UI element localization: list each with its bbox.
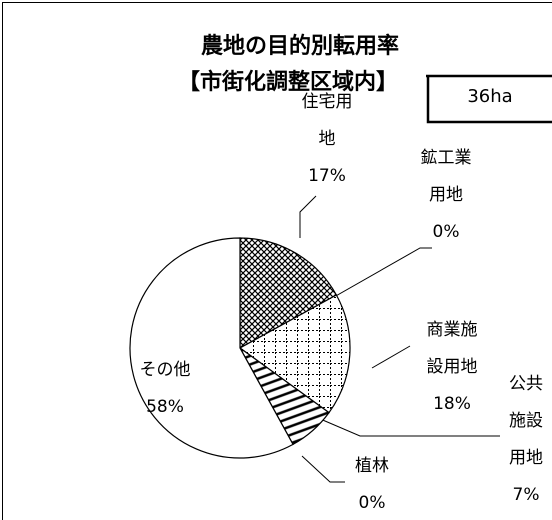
slice-label: 商業施設用地 18% bbox=[424, 312, 480, 423]
value-label: 58% bbox=[146, 397, 184, 417]
chart-subtitle: 【市街化調整区域内】 bbox=[177, 70, 399, 95]
slice-label: 植林 0% bbox=[352, 448, 392, 520]
annotation-box bbox=[426, 74, 552, 124]
slice-label: 公共施設用地 7% bbox=[506, 366, 546, 514]
category-label: 商業施設用地 bbox=[426, 320, 478, 377]
category-label: 公共施設用地 bbox=[509, 374, 543, 468]
value-label: 7% bbox=[512, 485, 540, 505]
category-label: その他 bbox=[139, 360, 191, 380]
value-label: 18% bbox=[433, 394, 471, 414]
slice-label: 住宅用地 17% bbox=[299, 84, 355, 195]
category-label: 植林 bbox=[355, 456, 389, 476]
pie-slice bbox=[239, 237, 338, 350]
value-label: 0% bbox=[358, 493, 386, 513]
pie-slice bbox=[129, 237, 294, 459]
slice-label: 鉱工業用地 0% bbox=[418, 140, 474, 251]
chart-title: 農地の目的別転用率 bbox=[200, 34, 400, 59]
pie-slice bbox=[238, 294, 351, 414]
slice-label: その他 58% bbox=[137, 352, 193, 426]
value-label: 17% bbox=[308, 166, 346, 186]
value-label: 0% bbox=[432, 222, 460, 242]
pie bbox=[129, 237, 351, 459]
category-label: 鉱工業用地 bbox=[420, 148, 472, 205]
category-label: 住宅用地 bbox=[301, 92, 353, 149]
annotation: 36ha bbox=[467, 86, 513, 107]
